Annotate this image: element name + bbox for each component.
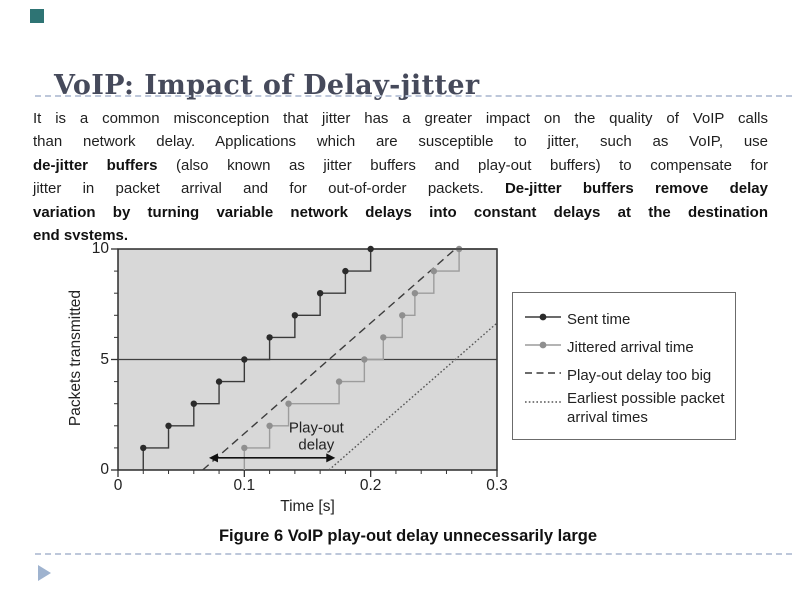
paragraph-line: de-jitter buffers (also known as jitter … (33, 156, 769, 174)
paragraph-line: end systems. (33, 227, 129, 245)
legend-label: Earliest possible packet arrival times (567, 390, 725, 426)
chart-legend: Sent time Jittered arrival time Play-out… (512, 292, 736, 440)
legend-item-playout-too-big: Play-out delay too big (523, 361, 731, 389)
figure-caption: Figure 6 VoIP play-out delay unnecessari… (218, 527, 598, 545)
y-axis-label: Packets transmitted (67, 289, 84, 427)
legend-label: Jittered arrival time (567, 338, 694, 356)
dotted-line-icon (523, 395, 567, 414)
paragraph-line: It is a common misconception that jitter… (33, 110, 768, 127)
y-tick-label: 5 (100, 350, 109, 368)
x-tick-label: 0.3 (486, 477, 508, 494)
solid-gray-line-with-dot-icon (523, 338, 567, 357)
x-axis-label: Time [s] (280, 498, 335, 515)
legend-item-sent-time: Sent time (523, 305, 731, 333)
x-tick-label: 0 (113, 477, 123, 494)
legend-item-jittered-arrival: Jittered arrival time (523, 333, 731, 361)
legend-label: Play-out delay too big (567, 366, 712, 384)
footer-separator (35, 553, 792, 555)
dashed-line-icon (523, 366, 567, 385)
y-tick-label: 10 (91, 240, 109, 257)
slide-footer-triangle-icon (38, 565, 51, 581)
paragraph-line: jitter in packet arrival and for out-of-… (33, 180, 768, 198)
body-paragraph: It is a common misconception that jitter… (33, 107, 768, 247)
title-separator (35, 95, 792, 97)
y-tick-label: 0 (100, 461, 109, 478)
figure-voip-playout-delay: Play-out delay 0 0.1 0.2 0.3 0 5 10 Time [s] Pa… (64, 240, 752, 522)
x-tick-label: 0.2 (359, 477, 382, 494)
svg-text:delay: delay (298, 436, 334, 453)
paragraph-line: than network delay. Applications which a… (33, 133, 768, 151)
solid-dark-line-with-dot-icon (523, 310, 567, 329)
slide-accent-square (30, 9, 44, 23)
x-tick-label: 0.1 (233, 477, 256, 494)
svg-text:Play-out: Play-out (289, 419, 345, 436)
legend-label: Sent time (567, 310, 631, 328)
paragraph-line: variation by turning variable network de… (33, 203, 768, 221)
legend-item-earliest-arrival: Earliest possible packet arrival times (523, 389, 731, 427)
